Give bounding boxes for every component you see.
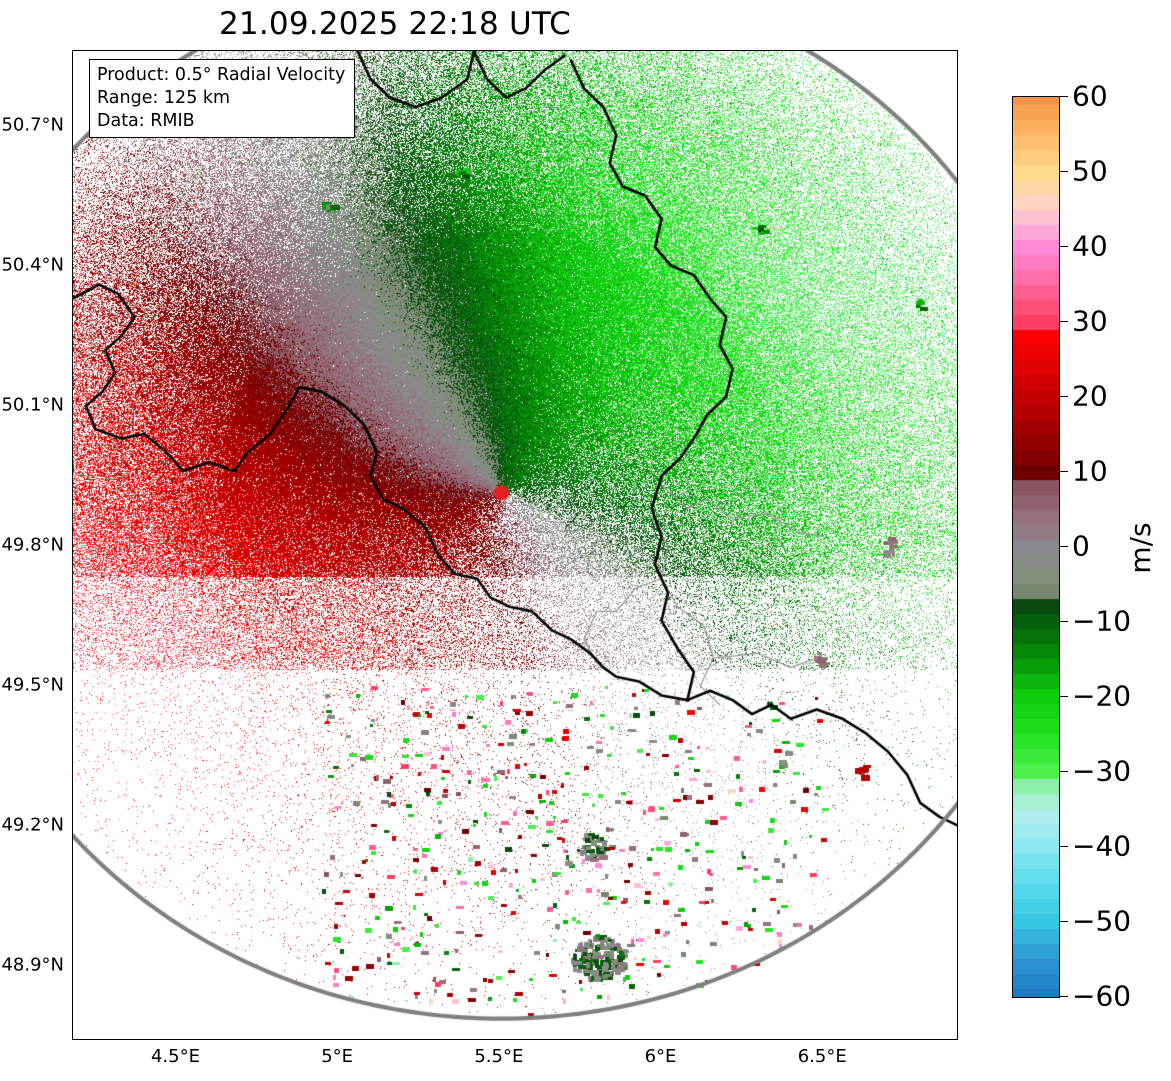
lon-tick-label-4: 6.5°E [797, 1046, 847, 1067]
colorbar-tick-label-9: −30 [1072, 754, 1132, 788]
colorbar-tick-label-10: −40 [1072, 829, 1132, 863]
velocity-colorbar [1012, 96, 1060, 998]
range-line: Range: 125 km [97, 87, 231, 108]
radar-plot: Product: 0.5° Radial Velocity Range: 125… [72, 50, 958, 1040]
colorbar-tick-label-3: 30 [1072, 304, 1108, 338]
colorbar-tick-6 [1059, 546, 1068, 547]
colorbar-tick-11 [1059, 921, 1068, 922]
colorbar-tick-12 [1059, 996, 1068, 997]
colorbar-tick-label-2: 40 [1072, 229, 1108, 263]
lon-tick-label-2: 5.5°E [474, 1046, 524, 1067]
colorbar-tick-label-12: −60 [1072, 979, 1132, 1013]
colorbar-tick-label-4: 20 [1072, 379, 1108, 413]
lon-tick-label-1: 5°E [321, 1046, 354, 1067]
colorbar-tick-3 [1059, 321, 1068, 322]
colorbar-tick-label-5: 10 [1072, 454, 1108, 488]
page-title: 21.09.2025 22:18 UTC [219, 6, 571, 42]
colorbar-gradient [1013, 97, 1059, 997]
radar-velocity-field [73, 51, 957, 1039]
colorbar-tick-10 [1059, 846, 1068, 847]
lat-tick-label-3: 49.8°N [1, 534, 64, 556]
colorbar-tick-8 [1059, 696, 1068, 697]
colorbar-tick-1 [1059, 171, 1068, 172]
colorbar-tick-9 [1059, 771, 1068, 772]
colorbar-tick-4 [1059, 396, 1068, 397]
colorbar-tick-7 [1059, 621, 1068, 622]
data-source-line: Data: RMIB [97, 110, 195, 131]
colorbar-tick-label-1: 50 [1072, 154, 1108, 188]
colorbar-tick-0 [1059, 96, 1068, 97]
lon-tick-label-0: 4.5°E [150, 1046, 200, 1067]
colorbar-tick-label-8: −20 [1072, 679, 1132, 713]
lat-tick-label-5: 49.2°N [1, 814, 64, 836]
colorbar-tick-label-11: −50 [1072, 904, 1132, 938]
product-info-box: Product: 0.5° Radial Velocity Range: 125… [89, 59, 356, 139]
lat-tick-label-4: 49.5°N [1, 674, 64, 696]
colorbar-tick-5 [1059, 471, 1068, 472]
colorbar-tick-label-6: 0 [1072, 529, 1090, 563]
lat-tick-label-2: 50.1°N [1, 394, 64, 416]
product-line: Product: 0.5° Radial Velocity [97, 65, 346, 85]
colorbar-tick-2 [1059, 246, 1068, 247]
colorbar-tick-label-0: 60 [1072, 79, 1108, 113]
colorbar-tick-label-7: −10 [1072, 604, 1132, 638]
lat-tick-label-6: 48.9°N [1, 954, 64, 976]
lon-tick-label-3: 6°E [644, 1046, 677, 1067]
lat-tick-label-1: 50.4°N [1, 254, 64, 276]
lat-tick-label-0: 50.7°N [1, 114, 64, 136]
colorbar-unit-label: m/s [1124, 522, 1157, 574]
